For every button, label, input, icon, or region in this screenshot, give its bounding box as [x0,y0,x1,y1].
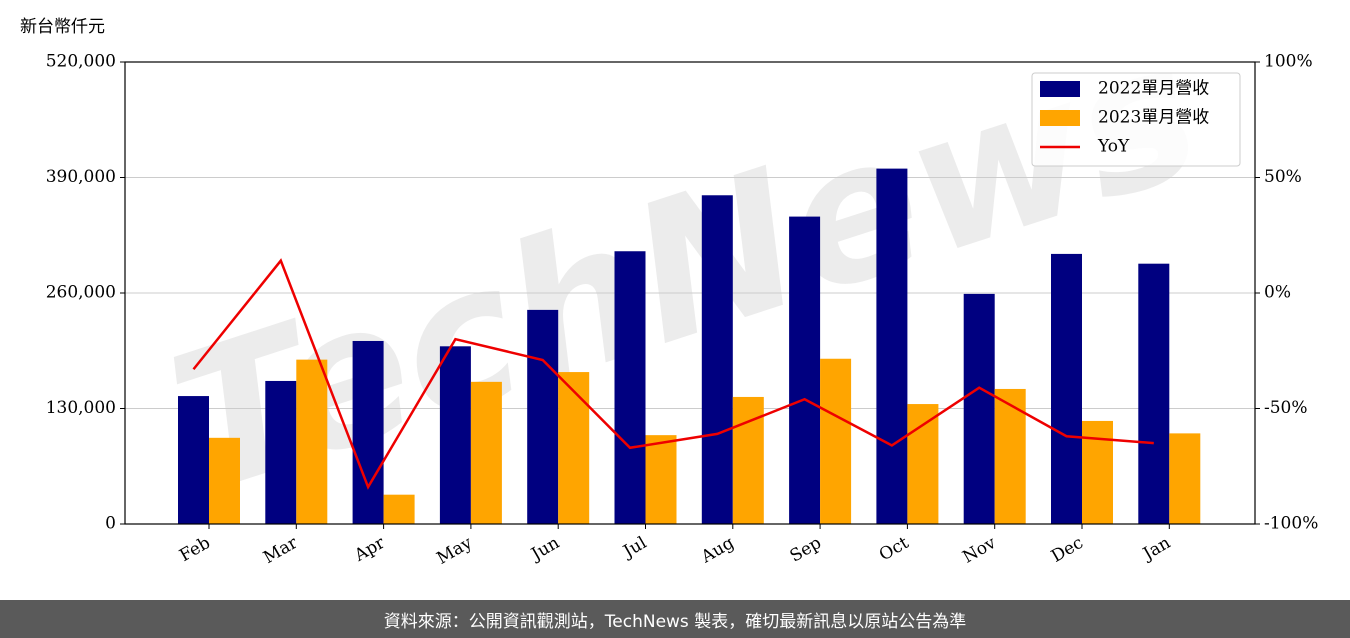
y-tick-label: 0 [105,514,116,534]
legend-label: 2023單月營收 [1098,108,1209,128]
bar [789,216,821,525]
x-tick-label: Dec [1048,533,1087,567]
x-tick-label: Mar [260,532,302,568]
bar [1169,433,1201,524]
x-tick-label: Feb [176,533,214,566]
unit-label: 新台幣仟元 [20,17,105,37]
bar [614,251,646,524]
line [192,258,1154,490]
bar [876,168,908,524]
x-tick-label: Sep [787,533,825,567]
bar [1051,253,1082,524]
bar [439,346,471,524]
y2-tick-label: 0% [1264,283,1291,303]
bar [1082,420,1113,524]
legend-swatch [1040,110,1080,126]
legend-swatch [1040,81,1080,97]
bar [352,340,384,524]
x-tick-label: May [433,533,476,569]
x-tick-label: Oct [876,533,912,566]
y2-tick-label: -50% [1264,398,1308,418]
y2-tick-label: 50% [1264,167,1302,187]
bar [296,359,328,524]
y-tick-label: 390,000 [46,167,116,187]
chart: 新台幣仟元 TechNews0130,000260,000390,000520,… [20,0,1318,569]
y-tick-label: 520,000 [46,52,116,72]
bar [1138,263,1170,524]
bar [383,494,415,524]
bar [265,380,297,524]
legend-label: YoY [1097,137,1130,157]
bar [470,381,502,524]
bar [527,309,559,524]
bar [963,293,995,524]
plot-frame [124,61,1256,525]
bar [558,372,590,524]
y-tick-label: 130,000 [46,398,116,418]
bar [209,437,240,524]
x-tick-label: Aug [697,533,738,568]
y2-tick-label: 100% [1264,52,1313,72]
legend-box [1031,72,1241,167]
x-tick-label: Nov [959,533,999,568]
y-tick-label: 260,000 [46,283,116,303]
bar [178,396,209,524]
x-tick-label: Apr [350,532,389,566]
bar [994,388,1026,524]
bar [907,404,939,524]
x-tick-label: Jan [1138,533,1174,565]
legend-label: 2022單月營收 [1098,79,1209,99]
bar [701,195,733,524]
footer: 資料來源：公開資訊觀測站，TechNews 製表，確切最新訊息以原站公告為準 [0,600,1350,638]
x-tick-label: Jun [526,533,563,566]
bar [645,435,677,524]
bar [820,358,852,524]
x-tick-label: Jul [618,533,650,563]
y2-tick-label: -100% [1264,514,1318,534]
